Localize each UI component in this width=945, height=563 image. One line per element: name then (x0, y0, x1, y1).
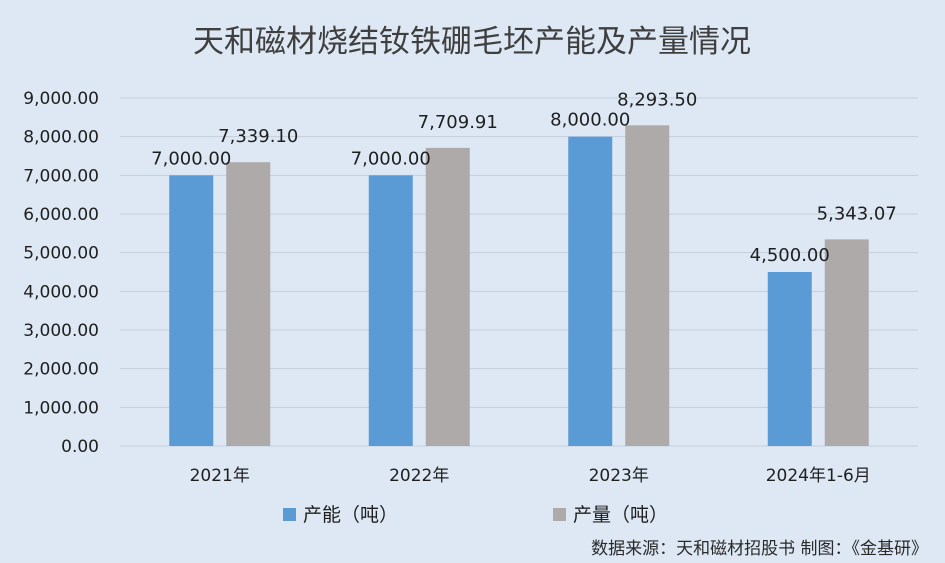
data-label: 7,000.00 (151, 148, 231, 169)
data-label: 7,339.10 (218, 126, 298, 147)
data-label: 4,500.00 (750, 245, 830, 266)
y-tick-label: 0.00 (61, 437, 99, 457)
y-axis-tick-labels: 0.00 1,000.00 2,000.00 3,000.00 4,000.00 5,00… (23, 89, 99, 457)
y-tick-label: 5,000.00 (23, 244, 99, 264)
bar-series-0-category-1 (368, 175, 413, 447)
legend-swatch (283, 508, 296, 521)
bar-series-0-category-3 (767, 272, 812, 446)
legend: 产能（吨） 产量（吨） (283, 504, 668, 526)
bar-series-1-category-3 (824, 239, 869, 446)
bar-series-1-category-2 (625, 125, 670, 447)
chart-title: 天和磁材烧结钕铁硼毛坯产能及产量情况 (193, 24, 751, 60)
bars (169, 125, 869, 447)
y-tick-label: 8,000.00 (23, 128, 99, 148)
y-tick-label: 9,000.00 (23, 89, 99, 109)
bar-series-0-category-2 (568, 136, 613, 446)
x-axis-category-labels: 2021年 2022年 2023年 2024年1-6月 (190, 466, 871, 486)
y-tick-label: 7,000.00 (23, 166, 99, 186)
x-category-label: 2022年 (389, 466, 449, 486)
legend-swatch (553, 508, 566, 521)
data-label: 5,343.07 (817, 203, 897, 224)
x-category-label: 2023年 (589, 466, 649, 486)
data-label: 7,709.91 (418, 112, 498, 133)
y-tick-label: 4,000.00 (23, 282, 99, 302)
bar-series-1-category-0 (226, 162, 271, 446)
legend-label: 产能（吨） (303, 504, 398, 526)
data-label: 8,000.00 (550, 110, 630, 131)
x-category-label: 2024年1-6月 (766, 466, 871, 486)
y-tick-label: 1,000.00 (23, 398, 99, 418)
bar-series-1-category-1 (425, 147, 470, 446)
data-label: 7,000.00 (351, 148, 431, 169)
y-tick-label: 6,000.00 (23, 205, 99, 225)
legend-label: 产量（吨） (573, 504, 668, 526)
bar-series-0-category-0 (169, 175, 214, 447)
data-labels: 7,000.007,339.107,000.007,709.91 8,000.00… (151, 89, 897, 266)
data-label: 8,293.50 (617, 89, 697, 110)
y-tick-label: 2,000.00 (23, 360, 99, 380)
source-note: 数据来源：天和磁材招股书 制图：《金基研》 (591, 539, 928, 559)
y-tick-label: 3,000.00 (23, 321, 99, 341)
x-category-label: 2021年 (190, 466, 250, 486)
